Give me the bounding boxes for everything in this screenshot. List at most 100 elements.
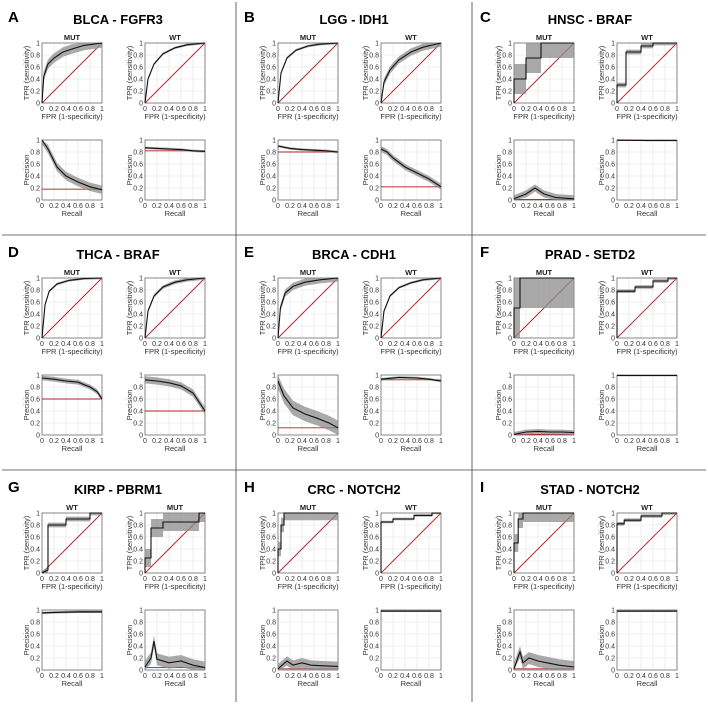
subplot-title: WT [405,268,417,277]
pr-xtick: 0 [143,673,147,680]
pr-ytick: 0.4 [133,409,143,416]
pr-xtick: 0.4 [61,203,71,210]
roc-ytick: 0.4 [30,77,40,84]
roc-xtick: 0.8 [321,341,331,348]
roc-ytick: 0.6 [133,65,143,72]
pr-ytick: 0 [611,433,615,440]
pr-xtick: 0.6 [309,203,319,210]
pr-xlabel: Recall [401,209,422,218]
roc-ytick: 0.6 [605,300,615,307]
roc-ytick: 0.4 [502,77,512,84]
roc-curve [144,512,205,573]
panel-title: THCA - BRAF [76,247,159,262]
pr-ytick: 1 [272,608,276,615]
roc-xtick: 0.2 [521,106,531,113]
roc-xtick: 0.4 [297,106,307,113]
pr-ylabel: Precision [125,390,134,421]
pr-xtick: 0.6 [412,438,422,445]
pr-ytick: 0.4 [30,644,40,651]
panel-letter: D [8,244,19,261]
roc-ytick: 1 [139,41,143,48]
roc-xtick: 0.8 [188,341,198,348]
pr-xtick: 1 [572,203,576,210]
pr-xtick: 1 [572,673,576,680]
roc-confidence-band [381,43,441,103]
pr-ytick: 0.2 [30,186,40,193]
roc-xtick: 0.4 [533,576,543,583]
roc-reference-diagonal [277,277,339,339]
roc-ytick: 0.6 [30,65,40,72]
roc-ytick: 0.4 [369,312,379,319]
pr-xtick: 0 [512,673,516,680]
pr-xtick: 0 [512,438,516,445]
pr-ytick: 1 [375,608,379,615]
pr-plot: 000.20.20.40.40.60.60.80.811RecallPrecis… [22,138,104,219]
pr-xtick: 0.6 [309,438,319,445]
roc-xtick: 0.6 [648,576,658,583]
pr-ytick: 0.2 [133,421,143,428]
panel-title: HNSC - BRAF [548,12,633,27]
roc-ytick: 1 [375,41,379,48]
pr-xtick: 0.4 [61,438,71,445]
pr-xtick: 0.8 [424,673,434,680]
roc-xtick: 1 [100,341,104,348]
pr-xtick: 0 [276,203,280,210]
roc-reference-diagonal [380,42,442,104]
roc-xtick: 1 [675,341,679,348]
roc-xtick: 1 [336,341,340,348]
pr-ytick: 0.4 [30,409,40,416]
roc-ylabel: TPR (sensitivity) [361,45,370,100]
pr-plot: 000.20.20.40.40.60.60.80.811RecallPrecis… [258,608,340,689]
roc-xtick: 0.8 [85,341,95,348]
pr-ytick: 1 [611,608,615,615]
panel-i: I STAD - NOTCH2MUT000.20.20.40.40.60.60.8… [480,479,679,688]
pr-xtick: 0 [512,203,516,210]
roc-xtick: 0.8 [557,576,567,583]
pr-xtick: 1 [439,203,443,210]
pr-curve [144,379,206,412]
pr-ytick: 0.6 [369,162,379,169]
pr-xtick: 1 [336,673,340,680]
roc-xtick: 0.4 [400,576,410,583]
roc-xtick: 0.2 [624,576,634,583]
roc-xtick: 0.8 [321,576,331,583]
pr-frame [513,609,575,671]
roc-curve [616,512,677,573]
pr-ytick: 0.8 [369,150,379,157]
roc-ytick: 0.8 [502,53,512,60]
roc-confidence-band [617,278,677,338]
pr-xtick: 0.6 [309,673,319,680]
pr-xtick: 0 [379,673,383,680]
panel-letter: B [244,9,255,26]
roc-reference-diagonal [41,277,103,339]
pr-ytick: 0.4 [133,174,143,181]
pr-xtick: 0.2 [388,438,398,445]
panel-letter: H [244,479,255,496]
pr-ytick: 0.4 [369,644,379,651]
roc-xtick: 1 [572,341,576,348]
roc-xtick: 0.2 [388,576,398,583]
roc-ytick: 0.8 [502,523,512,530]
roc-ytick: 0.2 [133,559,143,566]
pr-ytick: 0.8 [605,620,615,627]
roc-curve [41,512,102,574]
roc-ytick: 0.2 [266,324,276,331]
pr-xtick: 0 [143,203,147,210]
pr-ytick: 1 [272,138,276,145]
roc-reference-diagonal [144,42,206,104]
pr-xtick: 0.4 [400,438,410,445]
roc-ytick: 0 [508,571,512,578]
roc-curve [513,512,574,573]
roc-reference-diagonal [616,277,678,339]
panel-letter: I [480,479,484,496]
pr-xtick: 0.2 [624,673,634,680]
pr-xtick: 0.4 [164,673,174,680]
roc-ytick: 0.4 [133,77,143,84]
roc-xtick: 0.8 [557,106,567,113]
roc-ytick: 1 [36,276,40,283]
